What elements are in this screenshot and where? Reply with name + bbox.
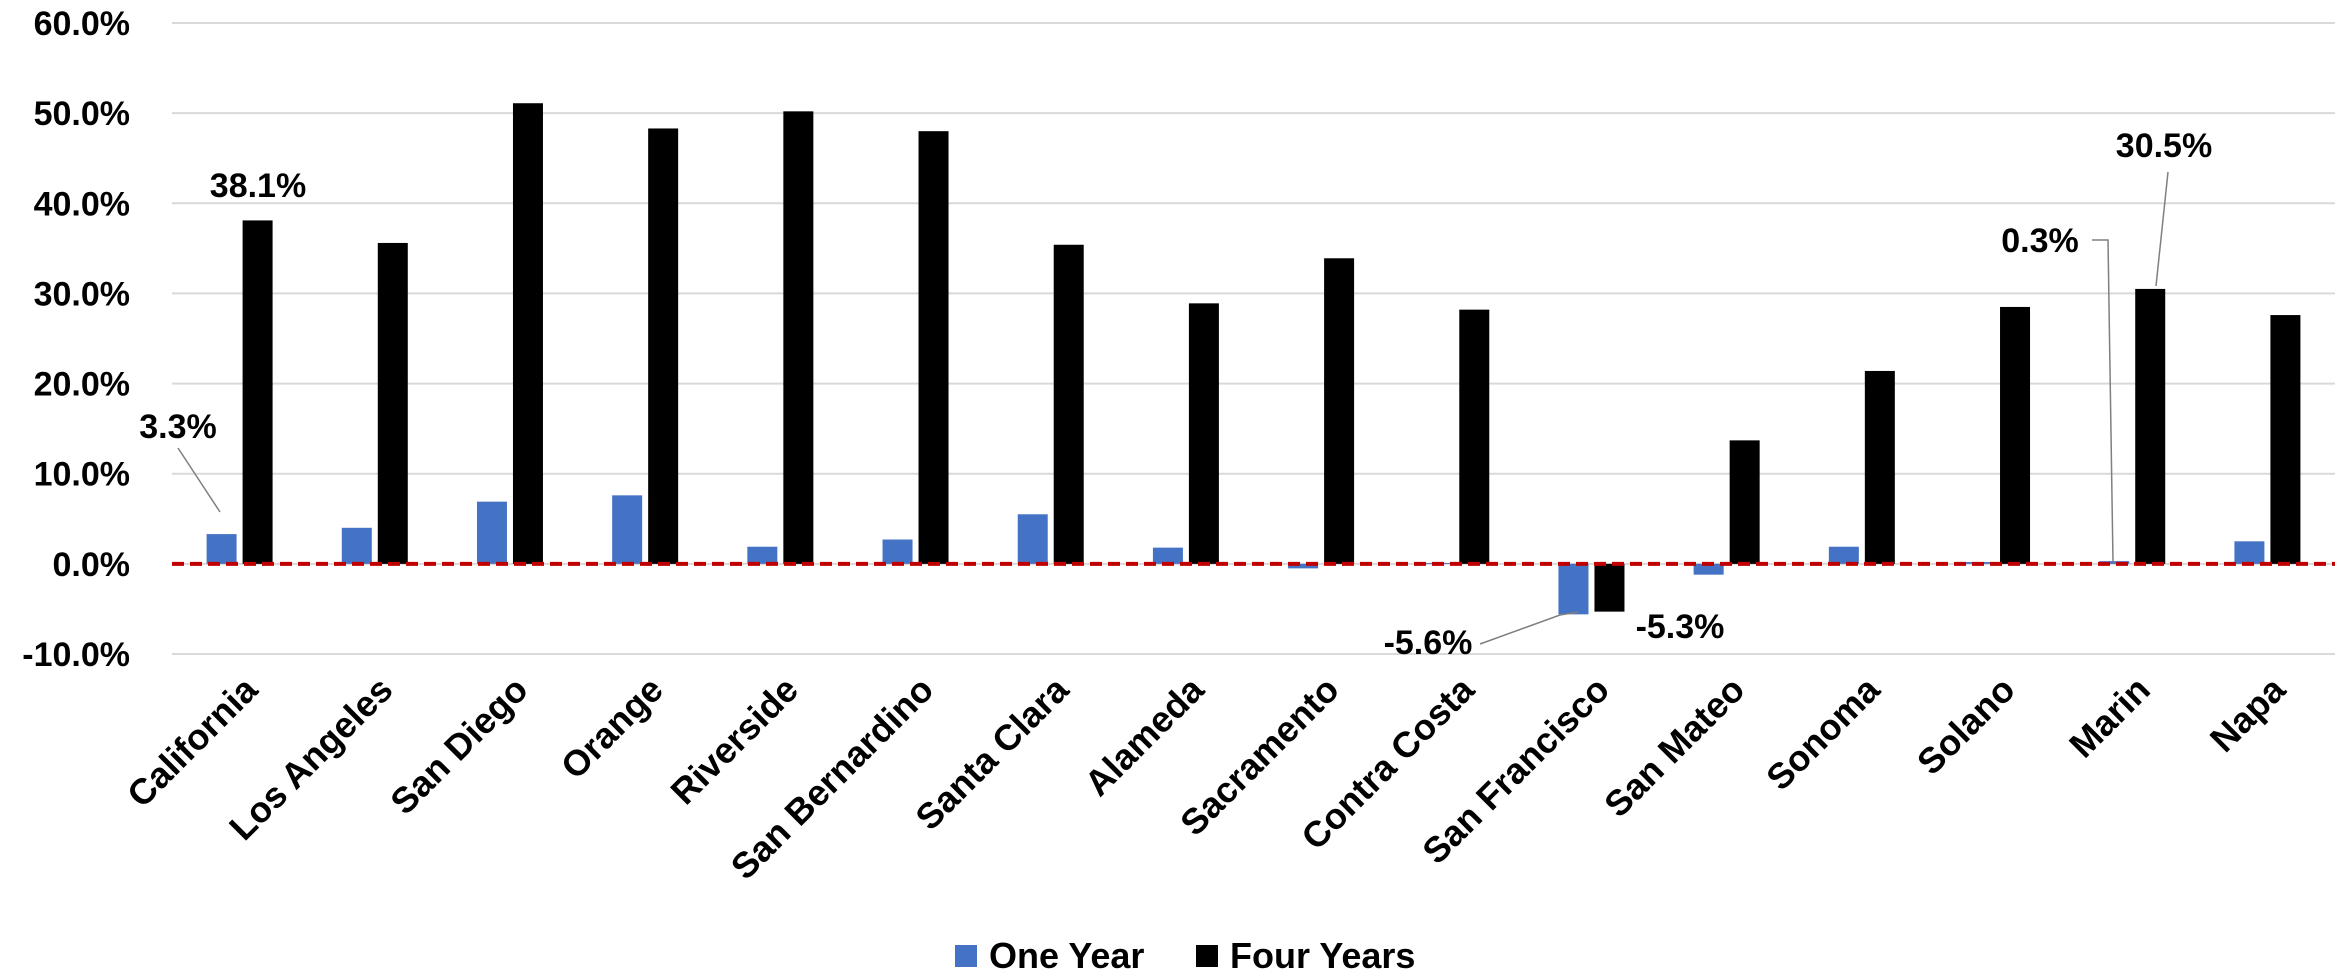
bar-four-years [242, 220, 273, 564]
x-category-label: Marin [2061, 669, 2158, 766]
bar-four-years [512, 103, 543, 564]
bar-one-year [1558, 563, 1589, 615]
bar-four-years [1324, 258, 1355, 564]
legend-swatch-four-years [1196, 945, 1218, 967]
data-label: -5.6% [1384, 624, 1473, 662]
bar-four-years [1729, 440, 1760, 564]
x-category-label: Napa [2202, 668, 2294, 760]
y-tick-label: 10.0% [34, 456, 130, 494]
bar-one-year [206, 534, 237, 564]
bar-four-years [1188, 303, 1219, 564]
bar-one-year [1288, 563, 1319, 569]
bar-four-years [1864, 370, 1895, 564]
bars [206, 103, 2301, 615]
bar-four-years [918, 131, 949, 564]
bar-four-years [1459, 309, 1490, 564]
x-category-label: Sonoma [1758, 668, 1888, 798]
x-category-label: Alameda [1076, 668, 1212, 804]
bar-one-year [2099, 561, 2130, 564]
bar-one-year [1693, 563, 1724, 575]
x-category-label: San Diego [382, 669, 535, 822]
bar-four-years [648, 128, 679, 564]
bar-one-year [1017, 514, 1048, 564]
bar-one-year [1152, 547, 1183, 564]
data-label: 38.1% [210, 167, 306, 205]
y-tick-label: -10.0% [22, 636, 130, 674]
data-label: 0.3% [2001, 222, 2079, 260]
bar-one-year [747, 546, 778, 564]
x-category-label: San Mateo [1596, 669, 1752, 825]
bar-one-year [1828, 546, 1859, 564]
legend: One Year Four Years [955, 935, 1415, 976]
annotation-leader-line [2155, 171, 2169, 287]
bar-one-year [612, 495, 643, 564]
data-label: 3.3% [139, 408, 217, 446]
data-label: -5.3% [1636, 608, 1725, 646]
y-tick-label: 30.0% [34, 275, 130, 313]
y-tick-label: 0.0% [53, 546, 131, 584]
bar-one-year [2234, 541, 2265, 564]
legend-label-four-years: Four Years [1230, 935, 1415, 976]
bar-four-years [783, 111, 814, 564]
bar-four-years [2135, 288, 2166, 564]
x-category-label: Solano [1909, 669, 2023, 783]
bar-four-years [1053, 244, 1084, 564]
bar-one-year [476, 501, 507, 564]
x-category-label: Riverside [662, 669, 806, 813]
y-tick-label: 60.0% [34, 5, 130, 43]
annotations: 3.3% 38.1% -5.6% -5.3% 0.3% 30.5% [139, 127, 2212, 662]
annotation-leader-line [1479, 611, 1579, 645]
x-category-label: Orange [553, 669, 671, 787]
bar-one-year [882, 539, 913, 564]
y-tick-label: 50.0% [34, 95, 130, 133]
annotation-leader-line [2092, 239, 2114, 563]
bar-one-year [341, 527, 372, 564]
data-label: 30.5% [2116, 127, 2212, 165]
y-tick-label: 40.0% [34, 185, 130, 223]
bar-four-years [1594, 563, 1625, 612]
legend-label-one-year: One Year [989, 935, 1144, 976]
x-category-label: California [119, 668, 266, 815]
bar-four-years [2000, 306, 2031, 564]
bar-four-years [2270, 315, 2301, 564]
legend-swatch-one-year [955, 945, 977, 967]
y-axis: -10.0% 0.0% 10.0% 20.0% 30.0% 40.0% 50.0% 60.0% [22, 5, 130, 674]
y-tick-label: 20.0% [34, 366, 130, 404]
annotation-leader-line [177, 447, 221, 513]
bar-four-years [377, 242, 408, 564]
